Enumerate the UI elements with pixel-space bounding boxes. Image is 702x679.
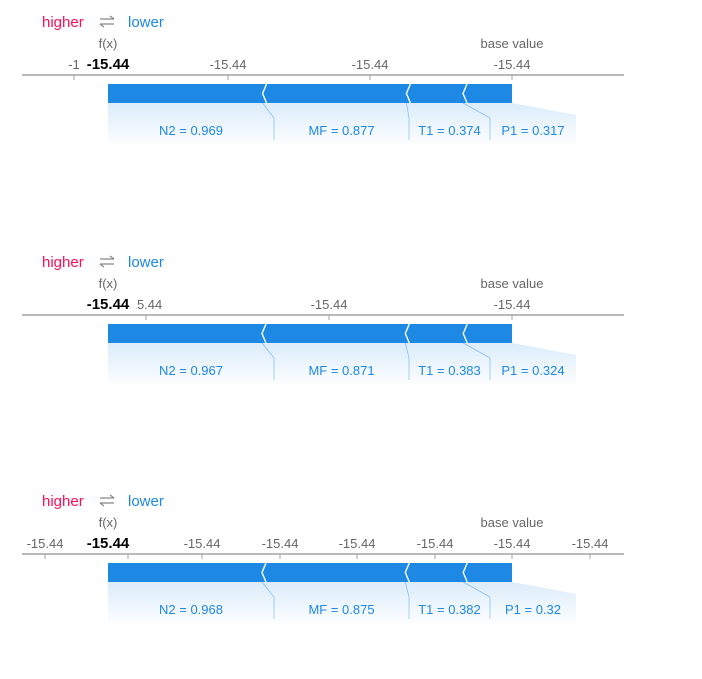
- fx-value-bg: [80, 294, 136, 312]
- label-region: [108, 103, 576, 148]
- fx-value: -15.44: [87, 535, 130, 552]
- base-value-label: base value: [481, 276, 544, 291]
- feature-label: P1 = 0.324: [501, 363, 564, 378]
- force-plot-2: higher lower 15.44 -15.44 -15.44 f(x) -15.44 ba…: [0, 240, 702, 440]
- label-region: [108, 582, 576, 627]
- feature-label: T1 = 0.374: [418, 123, 481, 138]
- tick-label: -15.44: [27, 536, 64, 551]
- tick-label: -15.44: [494, 57, 531, 72]
- force-plot-1: higher lower -1 -15.44 -15.44 -15.44 f(x) -15.4…: [0, 0, 702, 200]
- feature-label: P1 = 0.317: [501, 123, 564, 138]
- feature-label: N2 = 0.969: [159, 123, 223, 138]
- base-value-label: base value: [481, 36, 544, 51]
- label-connector: [404, 342, 410, 380]
- force-plot-svg-1: higher lower -1 -15.44 -15.44 -15.44 f(x) -15.4…: [22, 14, 624, 148]
- feature-label: MF = 0.871: [308, 363, 374, 378]
- segment-separator: [404, 323, 410, 344]
- feature-label: MF = 0.875: [308, 602, 374, 617]
- legend-lower: lower: [128, 493, 164, 510]
- feature-label: N2 = 0.968: [159, 602, 223, 617]
- segment-separator: [261, 323, 267, 344]
- segment-separator: [405, 83, 412, 104]
- segment-separator: [404, 562, 410, 583]
- feature-label: N2 = 0.967: [159, 363, 223, 378]
- feature-label: P1 = 0.32: [505, 602, 561, 617]
- label-connector: [404, 581, 410, 619]
- legend-higher: higher: [42, 493, 84, 510]
- legend-lower: lower: [128, 254, 164, 271]
- label-connector: [462, 102, 491, 140]
- swap-arrows-icon: [99, 494, 115, 507]
- fx-label: f(x): [99, 36, 118, 51]
- segment-separator: [462, 323, 468, 344]
- legend-higher: higher: [42, 14, 84, 31]
- tick-label: 15.44: [130, 297, 163, 312]
- fx-label: f(x): [99, 515, 118, 530]
- tick-label: -15.44: [417, 536, 454, 551]
- tick-label: -15.44: [262, 536, 299, 551]
- force-plot-svg-3: higherlower-15.444-15.44-15.44-15.44-15.…: [22, 493, 624, 627]
- swap-arrows-icon: [99, 255, 115, 268]
- label-connector: [463, 581, 491, 619]
- segment-separator: [261, 83, 268, 104]
- label-connector: [406, 102, 410, 140]
- label-region: [108, 343, 576, 388]
- tick-label: -15.44: [572, 536, 609, 551]
- legend-lower: lower: [128, 14, 164, 31]
- tick-label: -1: [68, 57, 80, 72]
- tick-label: -15.44: [210, 57, 247, 72]
- segment-separator: [261, 562, 267, 583]
- feature-label: T1 = 0.382: [418, 602, 481, 617]
- label-connector: [261, 581, 275, 619]
- force-bar: [108, 84, 512, 103]
- tick-label: -15.44: [494, 536, 531, 551]
- segment-separator: [462, 562, 468, 583]
- legend-higher: higher: [42, 254, 84, 271]
- fx-value-bg: [80, 54, 136, 72]
- fx-value: -15.44: [87, 296, 130, 313]
- fx-value: -15.44: [87, 56, 130, 73]
- tick-label: -15.44: [184, 536, 221, 551]
- force-plot-3: higherlower-15.444-15.44-15.44-15.44-15.…: [0, 479, 702, 679]
- force-bar: [108, 324, 512, 343]
- force-bar: [108, 563, 512, 582]
- feature-label: MF = 0.877: [308, 123, 374, 138]
- fx-label: f(x): [99, 276, 118, 291]
- tick-label: -15.44: [311, 297, 348, 312]
- fx-value-bg: [80, 533, 136, 551]
- tick-label: -15.44: [352, 57, 389, 72]
- segment-separator: [462, 83, 468, 104]
- label-connector: [261, 342, 275, 380]
- feature-label: T1 = 0.383: [418, 363, 481, 378]
- label-connector: [463, 342, 491, 380]
- base-value-label: base value: [481, 515, 544, 530]
- tick-label: -15.44: [339, 536, 376, 551]
- tick-label: -15.44: [494, 297, 531, 312]
- swap-arrows-icon: [99, 15, 115, 28]
- label-connector: [262, 102, 275, 140]
